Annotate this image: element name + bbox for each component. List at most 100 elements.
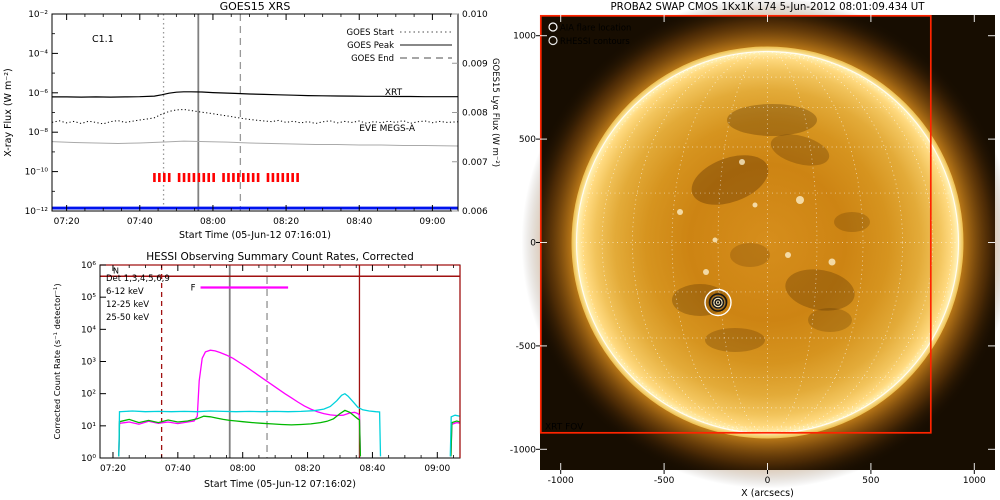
dark-surface-region [730, 243, 770, 267]
bright-active-region [703, 269, 709, 275]
hessi-rates-chart: N F 07:20 07:40 08:00 08:20 08:40 09:00 10⁶ 10⁵ 10… [52, 251, 461, 490]
series-line [118, 392, 382, 457]
series-line [52, 91, 458, 98]
flare-class-label: C1.1 [92, 34, 114, 45]
hessi-rates-panel: N F 07:20 07:40 08:00 08:20 08:40 09:00 10⁶ 10⁵ 10… [0, 250, 500, 500]
xrt-event-bar [266, 173, 270, 183]
hessi-y-axis-title: Corrected Count Rate (s⁻¹ detector⁻¹) [52, 283, 62, 439]
xrt-event-bar [271, 173, 275, 183]
y-tick-label: 10⁻¹⁰ [25, 168, 49, 178]
xrt-event-bar [167, 173, 171, 183]
longitude-grid-line [671, 51, 864, 434]
hessi-x-axis-title: Start Time (05-Jun-12 07:16:02) [204, 479, 356, 490]
y-tick-label: 10⁻⁴ [28, 49, 48, 59]
rhessi-contour-mid [711, 296, 725, 309]
plot-frame [99, 264, 461, 459]
series-line [449, 414, 461, 457]
y-tick-label: 10⁶ [81, 261, 96, 271]
sun-x-axis-title: X (arcsecs) [741, 488, 794, 499]
x-tick-label: 09:00 [424, 464, 450, 474]
rhessi-legend-circle-icon [548, 35, 558, 46]
dark-surface-region [727, 104, 817, 136]
xrt-event-bar [296, 173, 299, 183]
legend-label: GOES Peak [347, 41, 394, 51]
goes-x-axis-title: Start Time (05-Jun-12 07:16:01) [179, 230, 331, 241]
y-tick-label: 10⁰ [81, 454, 96, 464]
dark-surface-region [834, 212, 870, 232]
goes-chart-title: GOES15 XRS [220, 0, 291, 13]
xrt-event-bar [276, 173, 280, 183]
y-tick-label: 10⁻¹² [25, 207, 49, 217]
xrt-fov-rect [539, 14, 932, 434]
curve-label: EVE MEGS-A [359, 124, 416, 134]
goes-xrs-panel: 07:20 07:40 08:00 08:20 08:40 09:00 10⁻² 10⁻⁴ 10… [0, 0, 500, 250]
bright-active-region [739, 159, 745, 165]
xrt-event-bar [256, 173, 260, 183]
x-tick-label: 08:00 [230, 464, 256, 474]
series-line [450, 420, 461, 457]
x-tick-label: 08:00 [200, 217, 226, 227]
x-tick-label: 08:20 [273, 217, 299, 227]
xrt-event-bar [232, 173, 235, 183]
dark-surface-region [770, 134, 830, 166]
goes-right-y-axis-title: GOES15 Lyα Flux (W m⁻²) [490, 58, 500, 167]
y-tick-label: 10² [81, 390, 96, 400]
longitude-grid-line [582, 51, 953, 434]
x-tick-label: 08:40 [359, 464, 385, 474]
aia-flare-location-circle [704, 288, 732, 317]
xrt-event-bar [158, 173, 161, 183]
swap-sun-svg: XRT FOV AIA flare location RHESSI contou… [510, 0, 1000, 499]
bright-active-region [796, 196, 804, 204]
legend-label: 6-12 keV [106, 287, 144, 297]
y-tick-label: 10¹ [81, 422, 96, 432]
legend-label: GOES End [351, 54, 394, 64]
dark-surface-region [691, 155, 769, 205]
heliographic-grid [576, 51, 959, 434]
x-tick-label: 1000 [963, 476, 986, 486]
longitude-grid-line [632, 51, 903, 434]
xrt-event-bar [187, 173, 191, 183]
series-line [118, 349, 362, 457]
x-tick-label: 08:20 [295, 464, 321, 474]
right-axis-tick-label: 0.010 [462, 10, 488, 20]
xrt-event-bar [227, 173, 230, 183]
y-tick-label: 10³ [81, 358, 96, 368]
x-tick-label: 0 [765, 476, 771, 486]
y-tick-label: -500 [516, 342, 537, 352]
y-tick-label: 0 [530, 239, 536, 249]
xrt-event-bar [281, 173, 285, 183]
x-tick-label: 08:40 [346, 217, 372, 227]
x-tick-label: 07:40 [127, 217, 153, 227]
y-tick-label: 500 [519, 135, 536, 145]
xrt-event-bar [237, 173, 240, 183]
legend-label: 25-50 keV [106, 313, 149, 323]
sun-surface-texture [672, 104, 870, 352]
x-tick-label: 09:00 [419, 217, 445, 227]
x-tick-label: 07:40 [165, 464, 191, 474]
y-tick-label: 1000 [513, 32, 536, 42]
hessi-chart-title: HESSI Observing Summary Count Rates, Cor… [146, 251, 414, 263]
rhessi-contour-core [716, 301, 720, 304]
x-tick-label: -1000 [548, 476, 574, 486]
xrt-event-bar [246, 173, 250, 183]
sun-disk [571, 46, 964, 439]
x-tick-label: 500 [862, 476, 879, 486]
y-tick-label: -1000 [510, 445, 536, 455]
right-axis-tick-label: 0.008 [462, 109, 488, 119]
xrt-event-bar [291, 173, 294, 183]
xrt-fov-label: XRT FOV [545, 423, 584, 433]
bright-active-region [677, 209, 683, 215]
right-axis-tick-label: 0.007 [462, 158, 488, 168]
goes-xrs-chart: 07:20 07:40 08:00 08:20 08:40 09:00 10⁻² 10⁻⁴ 10… [3, 0, 500, 241]
right-axis-tick-label: 0.006 [462, 207, 488, 217]
longitude-grid-line [601, 51, 934, 434]
sun-panel-title: PROBA2 SWAP CMOS 1Kx1K 174 5-Jun-2012 08… [611, 2, 926, 13]
dark-surface-region [705, 328, 765, 352]
y-tick-label: 10⁻⁸ [28, 128, 48, 138]
x-tick-label: 07:20 [54, 217, 80, 227]
sun-axis-ticks [536, 15, 995, 474]
aia-legend-circle-icon [548, 22, 558, 32]
right-axis-tick-label: 0.009 [462, 59, 488, 69]
x-tick-label: 07:20 [100, 464, 126, 474]
